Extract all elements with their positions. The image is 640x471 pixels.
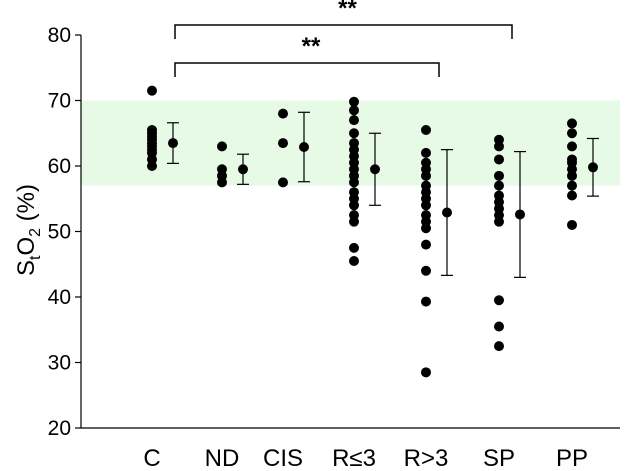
data-point bbox=[421, 223, 431, 234]
data-point bbox=[567, 219, 577, 230]
data-point bbox=[494, 321, 504, 332]
data-point bbox=[349, 177, 359, 188]
data-point bbox=[349, 128, 359, 139]
data-point bbox=[217, 177, 227, 188]
data-point bbox=[567, 170, 577, 181]
data-point bbox=[217, 141, 227, 152]
data-point bbox=[421, 367, 431, 378]
y-tick-label: 50 bbox=[48, 221, 71, 244]
data-point bbox=[349, 105, 359, 116]
data-point bbox=[421, 265, 431, 276]
data-point bbox=[421, 147, 431, 158]
x-category-label: CIS bbox=[263, 445, 303, 471]
significance-bracket bbox=[174, 62, 440, 77]
mean-point bbox=[588, 162, 598, 173]
data-point bbox=[567, 180, 577, 191]
data-point bbox=[278, 108, 288, 119]
y-tick-label: 20 bbox=[48, 417, 71, 440]
data-point bbox=[349, 115, 359, 126]
y-axis: 20 30 40 50 60 70 80 bbox=[48, 24, 82, 440]
data-point bbox=[421, 239, 431, 250]
data-point bbox=[494, 295, 504, 306]
data-point bbox=[494, 154, 504, 165]
data-point bbox=[421, 296, 431, 307]
data-point bbox=[494, 180, 504, 191]
data-point bbox=[421, 124, 431, 135]
x-category-label: R>3 bbox=[404, 445, 449, 471]
significance-label: ** bbox=[338, 0, 357, 22]
data-point bbox=[278, 177, 288, 188]
data-point bbox=[349, 255, 359, 266]
mean-point bbox=[370, 164, 380, 175]
mean-point bbox=[299, 142, 309, 153]
data-point bbox=[567, 141, 577, 152]
mean-sd-markers bbox=[167, 111, 599, 278]
data-point bbox=[494, 141, 504, 152]
data-point bbox=[494, 216, 504, 227]
data-point bbox=[349, 216, 359, 227]
significance-label: ** bbox=[302, 33, 321, 60]
x-category-label: SP bbox=[483, 445, 515, 471]
data-point bbox=[421, 200, 431, 211]
data-point bbox=[494, 170, 504, 181]
data-point bbox=[349, 96, 359, 107]
data-point bbox=[147, 161, 157, 171]
mean-point bbox=[238, 164, 248, 175]
data-point bbox=[567, 128, 577, 139]
data-point bbox=[278, 138, 288, 149]
significance-brackets: ** ** bbox=[174, 0, 513, 77]
y-tick-label: 30 bbox=[48, 352, 71, 375]
y-tick-label: 70 bbox=[48, 90, 71, 113]
data-points bbox=[147, 85, 577, 378]
y-tick-label: 40 bbox=[48, 286, 71, 309]
significance-bracket bbox=[174, 24, 513, 39]
x-axis: C ND CIS R≤3 R>3 SP PP bbox=[81, 427, 620, 471]
mean-point bbox=[168, 138, 178, 149]
x-category-label: ND bbox=[205, 445, 240, 471]
y-tick-label: 60 bbox=[48, 155, 71, 178]
data-point bbox=[421, 170, 431, 181]
mean-point bbox=[442, 207, 452, 218]
data-point bbox=[349, 200, 359, 211]
y-axis-title: StO2 (%) bbox=[13, 184, 44, 276]
data-point bbox=[567, 190, 577, 201]
data-point bbox=[567, 118, 577, 129]
data-point bbox=[494, 341, 504, 352]
data-point bbox=[147, 85, 157, 96]
x-category-label: PP bbox=[556, 445, 588, 471]
data-point bbox=[349, 242, 359, 253]
mean-point bbox=[515, 209, 525, 220]
y-tick-label: 80 bbox=[48, 24, 71, 47]
x-category-label: C bbox=[143, 445, 160, 471]
x-category-label: R≤3 bbox=[332, 445, 376, 471]
